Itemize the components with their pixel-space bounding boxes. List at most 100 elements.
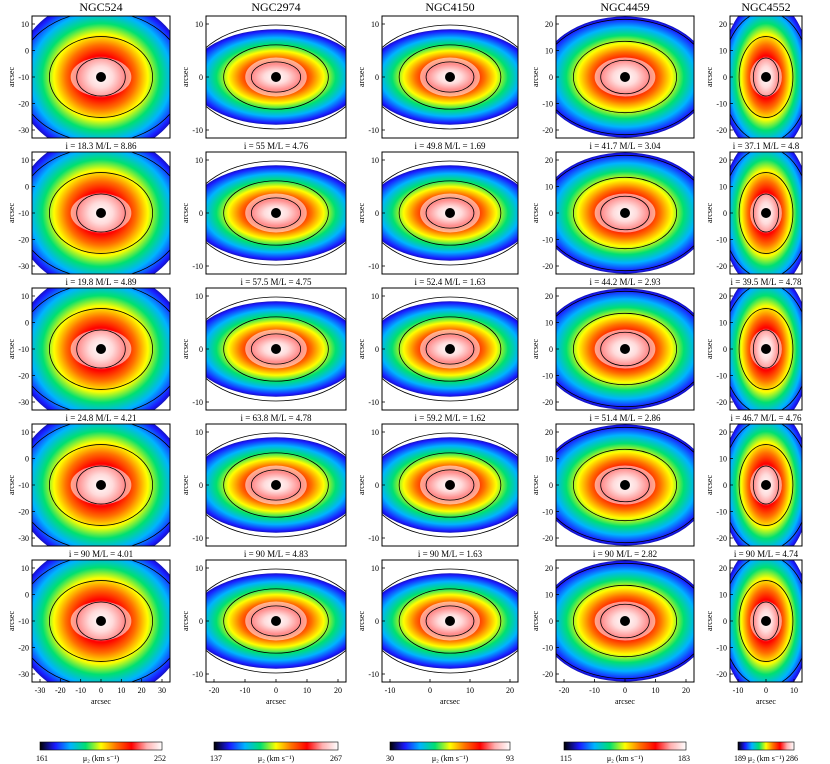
galaxy-center-marker — [445, 616, 455, 626]
y-axis-label: arcsec — [181, 611, 190, 631]
x-tick-label: 0 — [274, 686, 278, 695]
y-tick-label: 10 — [21, 292, 29, 301]
colorbar-label: μ₂ (km s⁻¹) — [258, 754, 295, 763]
velocity-dispersion-map — [206, 424, 346, 546]
galaxy-center-marker — [761, 480, 771, 490]
y-tick-label: 10 — [371, 428, 379, 437]
y-tick-label: -10 — [192, 126, 203, 135]
x-tick-label: -20 — [55, 686, 66, 695]
x-tick-label: 20 — [138, 686, 146, 695]
y-axis-label: arcsec — [705, 67, 714, 87]
galaxy-center-marker — [445, 72, 455, 82]
inclination-ml-label: i = 18.3 M/L = 8.86 — [65, 141, 137, 151]
y-axis-label: arcsec — [531, 339, 540, 359]
inclination-ml-label: i = 51.4 M/L = 2.86 — [589, 413, 661, 423]
colorbar-max-label: 267 — [330, 754, 342, 763]
y-tick-label: 20 — [545, 428, 553, 437]
y-tick-label: -20 — [18, 508, 29, 517]
colorbar-label: μ₂ (km s⁻¹) — [432, 754, 469, 763]
x-tick-label: -10 — [733, 686, 744, 695]
colorbar-max-label: 252 — [154, 754, 166, 763]
galaxy-center-marker — [761, 208, 771, 218]
y-tick-label: 10 — [545, 183, 553, 192]
colorbar — [389, 741, 511, 751]
y-tick-label: -20 — [542, 534, 553, 543]
galaxy-center-marker — [620, 344, 630, 354]
velocity-dispersion-map — [32, 152, 170, 274]
galaxy-center-marker — [761, 344, 771, 354]
y-tick-label: 10 — [195, 156, 203, 165]
y-tick-label: 20 — [545, 564, 553, 573]
y-axis-label: arcsec — [705, 339, 714, 359]
y-tick-label: -20 — [716, 670, 727, 679]
y-tick-label: -10 — [192, 398, 203, 407]
y-tick-label: 20 — [719, 156, 727, 165]
y-tick-label: -10 — [368, 126, 379, 135]
y-tick-label: -10 — [368, 262, 379, 271]
x-tick-label: 0 — [623, 686, 627, 695]
y-axis-label: arcsec — [531, 611, 540, 631]
x-tick-label: 30 — [158, 686, 166, 695]
galaxy-center-marker — [445, 480, 455, 490]
galaxy-center-marker — [620, 616, 630, 626]
y-tick-label: 10 — [21, 564, 29, 573]
y-tick-label: 0 — [375, 481, 379, 490]
x-tick-label: 0 — [764, 686, 768, 695]
galaxy-center-marker — [271, 208, 281, 218]
galaxy-center-marker — [620, 208, 630, 218]
y-tick-label: 0 — [549, 617, 553, 626]
y-tick-label: 0 — [723, 617, 727, 626]
y-tick-label: 0 — [549, 345, 553, 354]
colorbar-max-label: 183 — [678, 754, 690, 763]
x-tick-label: 0 — [99, 686, 103, 695]
x-tick-label: -20 — [209, 686, 220, 695]
y-tick-label: -30 — [18, 262, 29, 271]
y-tick-label: -10 — [18, 481, 29, 490]
velocity-dispersion-map — [556, 152, 694, 274]
y-tick-label: -10 — [368, 398, 379, 407]
colorbar-label: μ₂ (km s⁻¹) — [83, 754, 120, 763]
y-axis-label: arcsec — [531, 203, 540, 223]
y-axis-label: arcsec — [357, 67, 366, 87]
x-axis-label: arcsec — [266, 697, 286, 706]
velocity-dispersion-map — [206, 288, 346, 410]
y-tick-label: 0 — [25, 319, 29, 328]
x-tick-label: 0 — [428, 686, 432, 695]
y-tick-label: 10 — [719, 455, 727, 464]
colorbar-min-label: 30 — [386, 754, 394, 763]
velocity-dispersion-map — [730, 560, 802, 682]
velocity-dispersion-map — [382, 288, 518, 410]
y-tick-label: -10 — [192, 262, 203, 271]
galaxy-name-ngc524: NGC524 — [79, 0, 122, 14]
galaxy-name-ngc4459: NGC4459 — [600, 0, 649, 14]
colorbar — [213, 741, 339, 751]
y-tick-label: -20 — [716, 262, 727, 271]
galaxy-center-marker — [96, 344, 106, 354]
y-tick-label: 10 — [545, 319, 553, 328]
colorbar-min-label: 137 — [210, 754, 222, 763]
y-tick-label: -20 — [18, 236, 29, 245]
inclination-ml-label: i = 55 M/L = 4.76 — [244, 141, 309, 151]
y-tick-label: 10 — [545, 591, 553, 600]
y-tick-label: -30 — [18, 670, 29, 679]
galaxy-center-marker — [761, 72, 771, 82]
y-tick-label: 20 — [545, 20, 553, 29]
velocity-dispersion-map — [32, 560, 170, 682]
y-tick-label: 0 — [199, 481, 203, 490]
y-tick-label: 0 — [199, 73, 203, 82]
x-tick-label: -10 — [385, 686, 396, 695]
y-tick-label: -10 — [192, 534, 203, 543]
y-tick-label: -20 — [716, 398, 727, 407]
y-axis-label: arcsec — [531, 475, 540, 495]
velocity-dispersion-map — [556, 288, 694, 410]
inclination-ml-label: i = 19.8 M/L = 4.89 — [65, 277, 137, 287]
y-tick-label: 10 — [719, 319, 727, 328]
velocity-dispersion-map — [730, 16, 802, 138]
inclination-ml-label: i = 49.8 M/L = 1.69 — [414, 141, 486, 151]
y-tick-label: 0 — [723, 345, 727, 354]
y-tick-label: 20 — [719, 428, 727, 437]
velocity-dispersion-map — [730, 152, 802, 274]
y-tick-label: 10 — [371, 292, 379, 301]
y-tick-label: 10 — [21, 20, 29, 29]
y-axis-label: arcsec — [7, 339, 16, 359]
